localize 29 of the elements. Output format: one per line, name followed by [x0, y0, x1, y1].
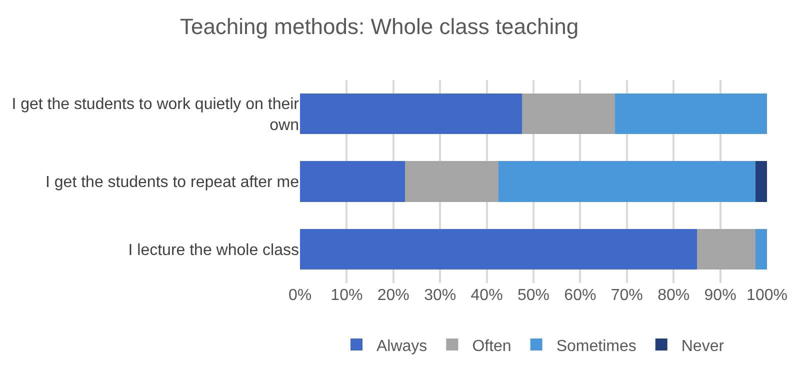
legend-label: Always [376, 338, 428, 355]
x-tick-label: 30% [424, 287, 456, 304]
legend-label: Sometimes [556, 338, 636, 355]
legend-label: Often [472, 338, 512, 355]
y-tick-label: I get the students to repeat after me [46, 174, 300, 192]
bar [300, 161, 406, 202]
legend-label: Never [681, 338, 725, 355]
x-tick-label: 60% [564, 287, 596, 304]
bar [498, 161, 756, 202]
bar [696, 228, 756, 270]
x-tick-label: 100% [746, 287, 788, 304]
bar [755, 161, 767, 202]
x-tick-label: 0% [288, 287, 312, 304]
bar [300, 94, 522, 134]
y-tick-label: I lecture the whole class [128, 242, 299, 259]
bar [405, 161, 498, 202]
chart-title: Teaching methods: Whole class teaching [180, 14, 579, 40]
bar [522, 94, 616, 134]
x-tick-label: 10% [330, 287, 363, 304]
x-tick-label: 70% [610, 287, 643, 304]
x-tick-label: 90% [704, 287, 736, 304]
x-tick-label: 50% [517, 287, 550, 304]
bar [755, 228, 767, 270]
bar [300, 228, 697, 270]
x-tick-label: 80% [658, 287, 690, 304]
bar [615, 94, 767, 134]
x-tick-label: 40% [470, 287, 503, 304]
y-tick-label: I get the students to work quietly on their own [12, 96, 300, 134]
x-tick-label: 20% [377, 287, 410, 304]
